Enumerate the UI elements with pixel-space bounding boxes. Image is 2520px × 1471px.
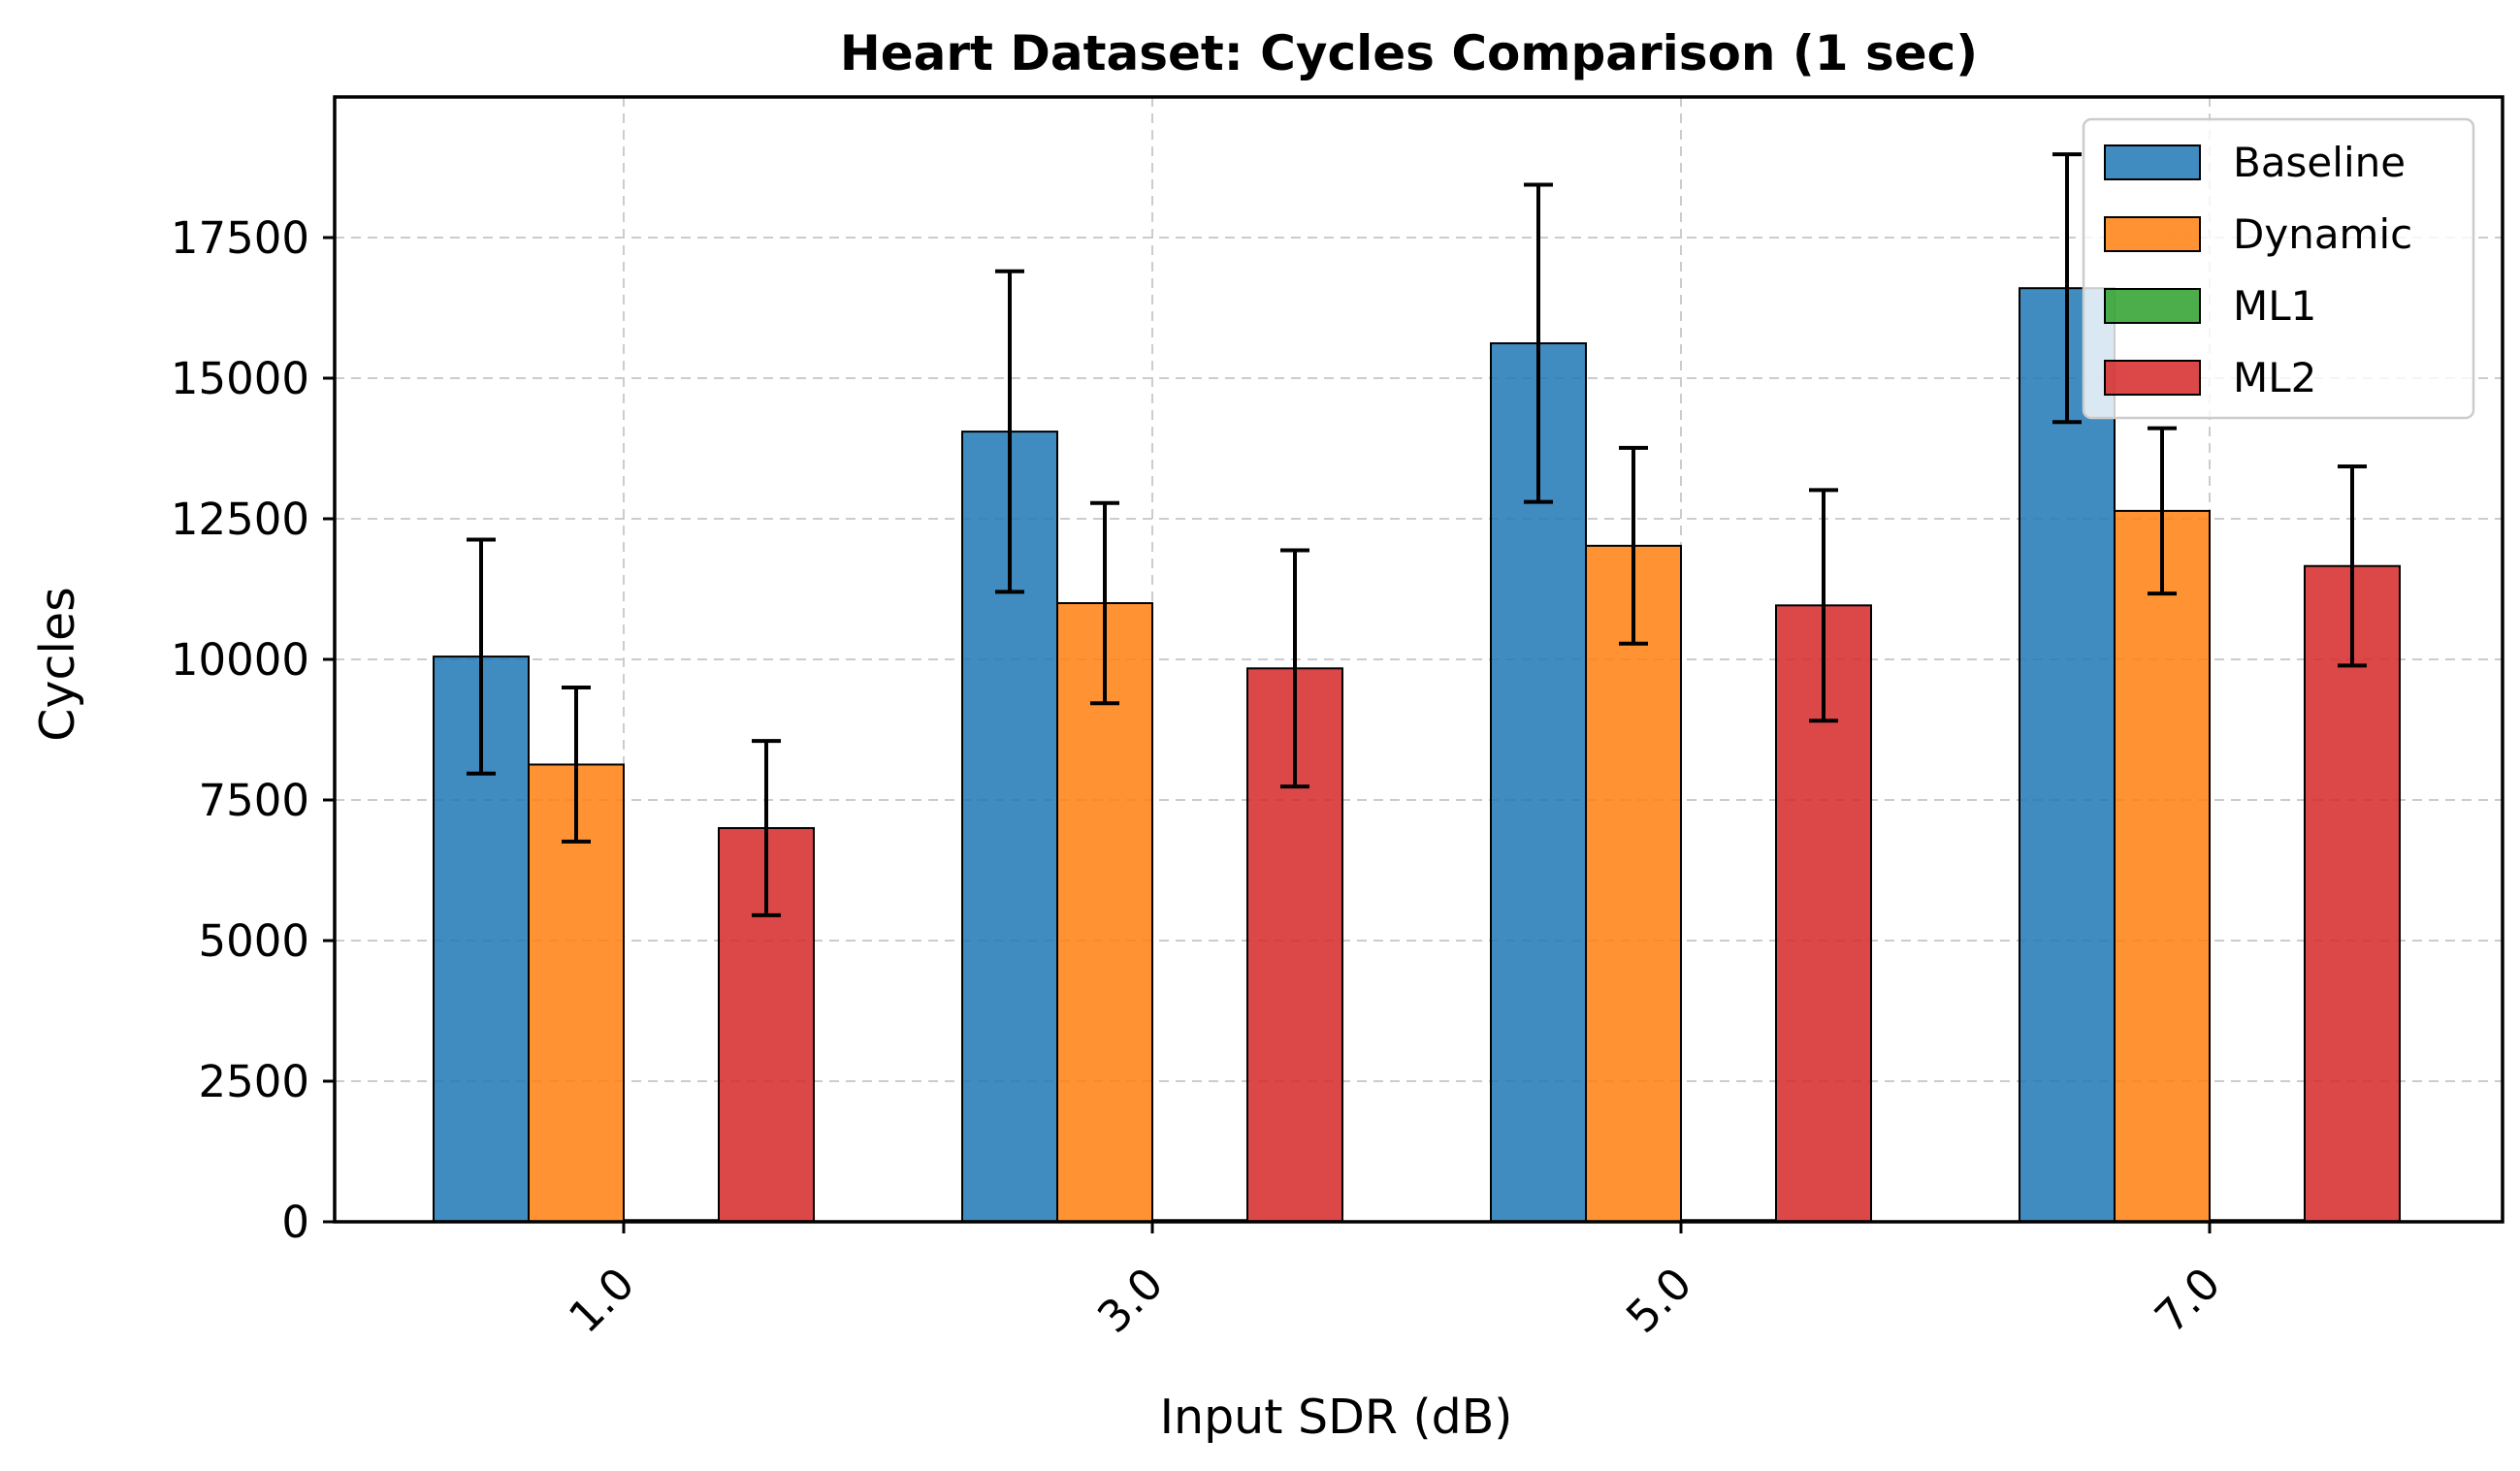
legend-label-ml1: ML1 (2233, 282, 2316, 330)
y-tick-label: 17500 (171, 212, 309, 264)
legend-label-dynamic: Dynamic (2233, 210, 2412, 258)
bar-dynamic (1585, 544, 1682, 1223)
y-tick-label: 15000 (171, 353, 309, 404)
x-tick-label: 3.0 (1087, 1258, 1173, 1343)
bar-dynamic (1056, 602, 1153, 1223)
x-axis-label: Input SDR (dB) (1160, 1390, 1513, 1445)
legend-box (2082, 117, 2475, 420)
x-tick-label: 1.0 (559, 1258, 644, 1343)
y-tick-label: 10000 (171, 634, 309, 686)
y-tick-label: 2500 (198, 1056, 309, 1107)
y-tick-label: 12500 (171, 494, 309, 545)
y-tick-label: 5000 (198, 915, 309, 967)
bar-dynamic (2114, 509, 2211, 1223)
legend: Baseline Dynamic ML1 ML2 (2082, 117, 2475, 420)
bars (433, 287, 2401, 1224)
error-bars (467, 152, 2367, 917)
y-tick-label: 7500 (198, 775, 309, 826)
x-tick-label: 5.0 (1616, 1258, 1701, 1343)
bar-baseline (2019, 287, 2116, 1223)
legend-swatch-baseline (2104, 144, 2201, 180)
legend-label-ml2: ML2 (2233, 354, 2316, 401)
chart-title: Heart Dataset: Cycles Comparison (1 sec) (840, 25, 1978, 81)
legend-label-baseline: Baseline (2233, 139, 2406, 186)
x-tick-label: 7.0 (2145, 1258, 2230, 1343)
y-tick-label: 0 (281, 1197, 309, 1248)
legend-swatch-ml1 (2104, 288, 2201, 324)
legend-swatch-dynamic (2104, 216, 2201, 252)
legend-swatch-ml2 (2104, 360, 2201, 396)
y-axis-label: Cycles (30, 587, 85, 741)
